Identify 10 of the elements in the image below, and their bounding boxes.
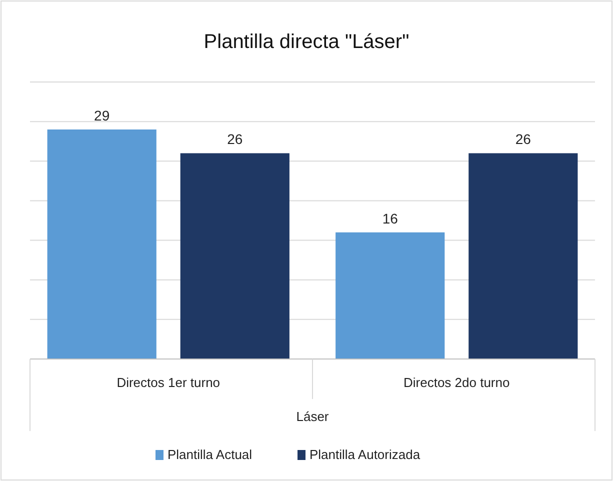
chart-title: Plantilla directa "Láser" bbox=[204, 31, 410, 53]
data-label: 29 bbox=[94, 107, 110, 124]
legend-label: Plantilla Actual bbox=[168, 447, 252, 462]
data-label: 26 bbox=[227, 131, 243, 148]
x-axis-title: Láser bbox=[296, 409, 330, 424]
data-label: 26 bbox=[515, 131, 532, 148]
x-tick-label: Directos 1er turno bbox=[116, 375, 220, 390]
data-label: 16 bbox=[382, 210, 398, 226]
x-tick-label: Directos 2do turno bbox=[404, 375, 510, 390]
legend-label: Plantilla Autorizada bbox=[310, 447, 421, 462]
